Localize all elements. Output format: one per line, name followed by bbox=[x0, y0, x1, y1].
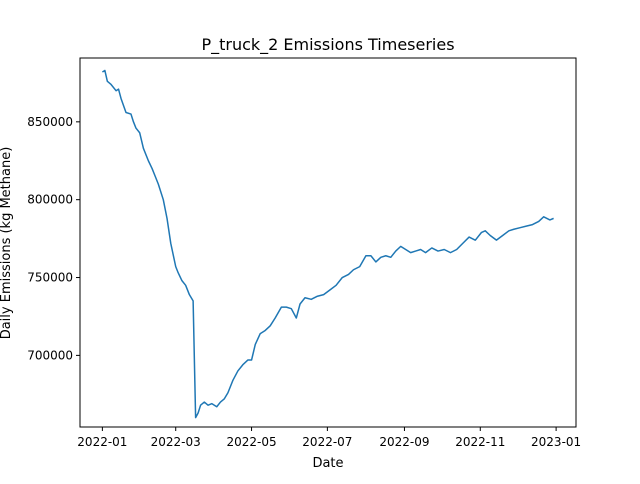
y-tick-label: 700000 bbox=[27, 348, 73, 362]
x-tick-label: 2022-05 bbox=[226, 435, 276, 449]
x-tick-label: 2022-11 bbox=[455, 435, 505, 449]
plot-area bbox=[101, 69, 554, 419]
y-tick-label: 800000 bbox=[27, 193, 73, 207]
y-tick-label: 850000 bbox=[27, 115, 73, 129]
x-tick-label: 2022-09 bbox=[379, 435, 429, 449]
plot-frame bbox=[79, 57, 577, 428]
y-tick-label: 750000 bbox=[27, 271, 73, 285]
chart-title: P_truck_2 Emissions Timeseries bbox=[201, 35, 454, 55]
x-tick-label: 2022-01 bbox=[77, 435, 127, 449]
x-tick-label: 2022-07 bbox=[302, 435, 352, 449]
y-axis-label: Daily Emissions (kg Methane) bbox=[0, 147, 14, 340]
x-tick-label: 2022-03 bbox=[151, 435, 201, 449]
x-tick-label: 2023-01 bbox=[531, 435, 581, 449]
x-axis-label: Date bbox=[312, 456, 343, 471]
x-axis: 2022-01 2022-03 2022-05 2022-07 2022-09 2022-… bbox=[77, 427, 581, 449]
series-line-0 bbox=[101, 69, 554, 419]
y-axis: 700000 750000 800000 850000 bbox=[27, 115, 80, 362]
